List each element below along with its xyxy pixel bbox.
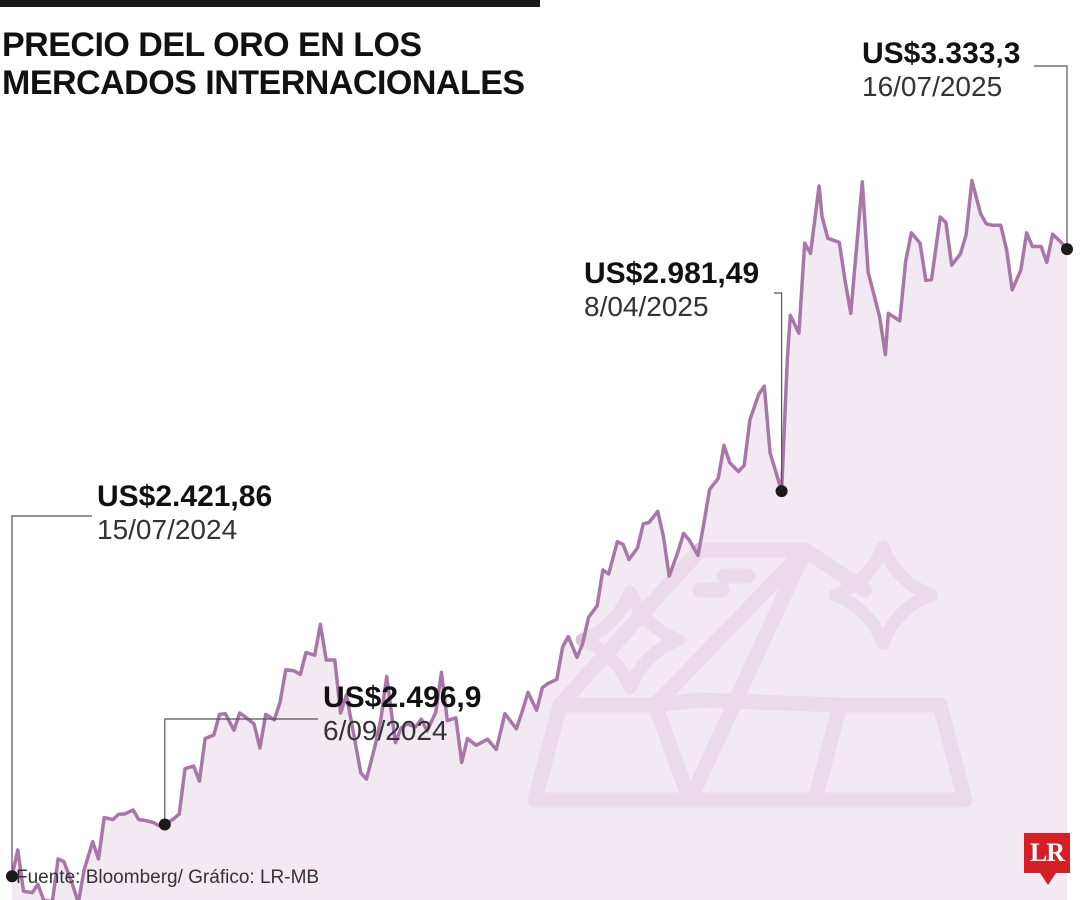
price-line [10,178,1069,900]
top-rule [0,0,540,7]
annotation-leader [1034,65,1068,250]
annotation-value: US$3.333,3 [862,37,1021,70]
annotation-leader [11,515,92,877]
annotation-leader [164,718,318,825]
annotation-value: US$2.981,49 [584,257,760,290]
annotation-2: US$2.496,9 6/09/2024 [323,681,481,747]
annotation-date: 16/07/2025 [862,71,1003,102]
lr-logo-tail [1040,873,1056,885]
annotation-date: 6/09/2024 [323,715,448,746]
source-note: Fuente: Bloomberg/ Gráfico: LR-MB [16,867,320,888]
annotation-value: US$2.496,9 [323,681,482,714]
annotation-marker [775,485,788,498]
annotation-marker [1061,243,1073,256]
annotation-date: 8/04/2025 [584,291,709,322]
annotation-markers [6,243,1073,883]
annotation-marker [6,870,18,883]
annotation-leaders [11,65,1068,877]
lr-logo: LR [1024,833,1070,873]
annotation-marker [158,818,171,831]
annotation-value: US$2.421,86 [97,480,273,513]
annotation-3: US$2.981,49 8/04/2025 [584,257,759,323]
annotation-date: 15/07/2024 [97,514,238,545]
annotation-4: US$3.333,3 16/07/2025 [862,37,1020,103]
annotation-leader [774,292,783,492]
annotation-1: US$2.421,86 15/07/2024 [97,480,272,546]
chart-title: PRECIO DEL ORO EN LOS MERCADOS INTERNACI… [2,26,525,102]
